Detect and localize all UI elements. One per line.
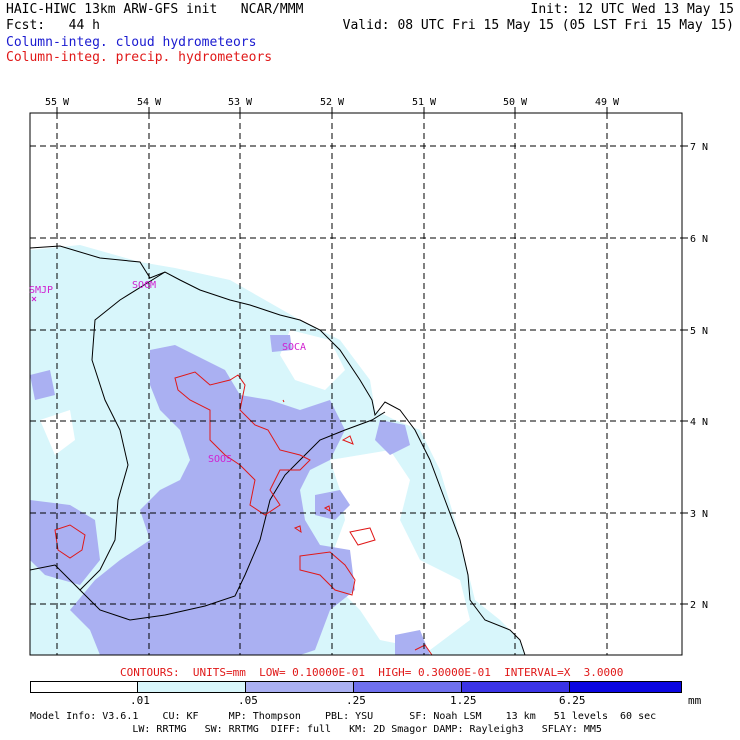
colorbar-tick-2: .05 — [238, 694, 258, 707]
lat-label-6n: 6 N — [690, 234, 708, 245]
station-marker-socm — [145, 281, 151, 287]
init-time: Init: 12 UTC Wed 13 May 15 — [530, 2, 735, 17]
plot-title: HAIC-HIWC 13km ARW-GFS init NCAR/MMM — [6, 2, 304, 17]
border-suriname-guiana — [30, 271, 166, 591]
valid-time: Valid: 08 UTC Fri 15 May 15 (05 LST Fri … — [342, 18, 734, 33]
colorbar-tick-4: 1.25 — [450, 694, 477, 707]
lat-label-5n: 5 N — [690, 326, 708, 337]
precip-contours — [54, 371, 433, 655]
lon-label-52w: 52 W — [320, 97, 345, 108]
colorbar-segment-4 — [353, 681, 462, 693]
contour-info: CONTOURS: UNITS=mm LOW= 0.10000E-01 HIGH… — [120, 666, 624, 679]
colorbar-tick-5: 6.25 — [559, 694, 586, 707]
lon-label-55w: 55 W — [45, 97, 70, 108]
lat-label-4n: 4 N — [690, 417, 708, 428]
coastline — [30, 245, 526, 655]
lon-label-51w: 51 W — [412, 97, 437, 108]
station-label-soos: SOOS — [208, 454, 232, 465]
forecast-hour: Fcst: 44 h — [6, 18, 100, 33]
map-frame — [29, 112, 683, 656]
lat-label-2n: 2 N — [690, 600, 708, 611]
station-label-soca: SOCA — [282, 342, 306, 353]
model-info-line2: LW: RRTMG SW: RRTMG DIFF: full KM: 2D Sm… — [30, 724, 602, 735]
colorbar-segment-3 — [245, 681, 354, 693]
station-label-smjp: SMJP — [29, 285, 53, 296]
cloud-field-medium — [70, 345, 355, 655]
colorbar-segment-5 — [461, 681, 570, 693]
lon-label-53w: 53 W — [228, 97, 253, 108]
colorbar-units: mm — [688, 694, 702, 707]
colorbar-segment-6 — [569, 681, 682, 693]
colorbar-segment-2 — [137, 681, 246, 693]
lon-label-54w: 54 W — [137, 97, 162, 108]
colorbar-tick-1: .01 — [130, 694, 150, 707]
lat-label-3n: 3 N — [690, 509, 708, 520]
model-info-line1: Model Info: V3.6.1 CU: KF MP: Thompson P… — [30, 711, 657, 722]
lat-label-7n: 7 N — [690, 142, 708, 153]
station-marker-smjp — [31, 296, 37, 302]
legend-cloud-hydrometeors: Column-integ. cloud hydrometeors — [6, 35, 257, 50]
border-guiana-brazil — [79, 411, 386, 621]
lon-label-49w: 49 W — [595, 97, 620, 108]
station-label-socm: SOCM — [132, 280, 156, 291]
colorbar-tick-3: .25 — [346, 694, 366, 707]
lon-label-50w: 50 W — [503, 97, 528, 108]
lat-lon-grid — [30, 113, 682, 655]
colorbar-segment-1 — [30, 681, 138, 693]
legend-precip-hydrometeors: Column-integ. precip. hydrometeors — [6, 50, 273, 65]
